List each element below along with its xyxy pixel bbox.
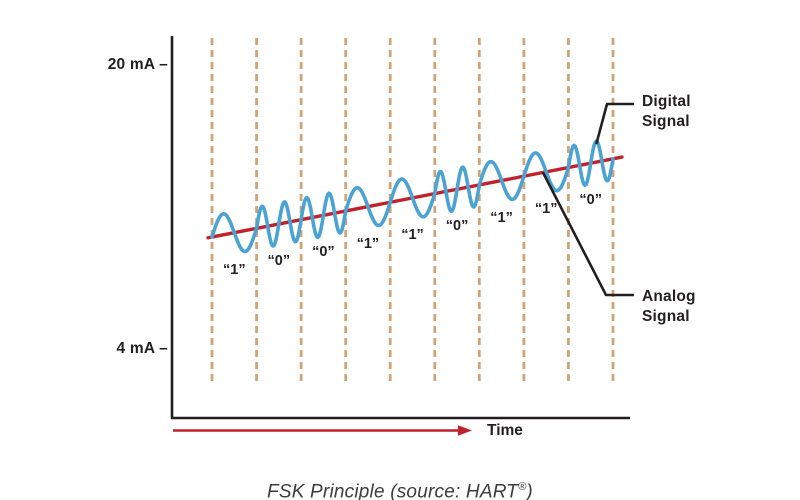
bit-label: “1” — [534, 200, 558, 217]
x-axis-label-time: Time — [487, 422, 523, 439]
figure-caption: FSK Principle (source: HART®) — [0, 459, 800, 500]
analog-signal-label: Analog Signal — [642, 288, 696, 325]
digital-signal-label: Digital Signal — [642, 93, 691, 130]
bit-label: “0” — [267, 253, 291, 269]
y-axis-label-4ma: 4 mA – — [116, 340, 168, 357]
analog-signal-pointer-line — [541, 171, 634, 297]
bit-label: “0” — [445, 218, 469, 235]
time-arrow-head-icon — [458, 425, 472, 436]
caption-text: FSK Principle (source: HART — [267, 481, 519, 500]
bit-label: “1” — [223, 261, 246, 278]
bit-label: “0” — [312, 244, 335, 261]
caption-close: ) — [526, 481, 533, 500]
digital-signal-wave — [210, 139, 615, 254]
axes — [170, 36, 630, 420]
bit-label: “1” — [401, 226, 424, 243]
registered-trademark-icon: ® — [518, 481, 527, 493]
y-axis-label-20ma: 20 mA – — [107, 56, 168, 73]
bit-label: “1” — [490, 209, 513, 226]
analog-signal-line — [206, 155, 624, 240]
bit-label: “0” — [579, 192, 602, 209]
digital-signal-pointer-line — [595, 102, 634, 145]
bit-label: “1” — [356, 235, 380, 252]
